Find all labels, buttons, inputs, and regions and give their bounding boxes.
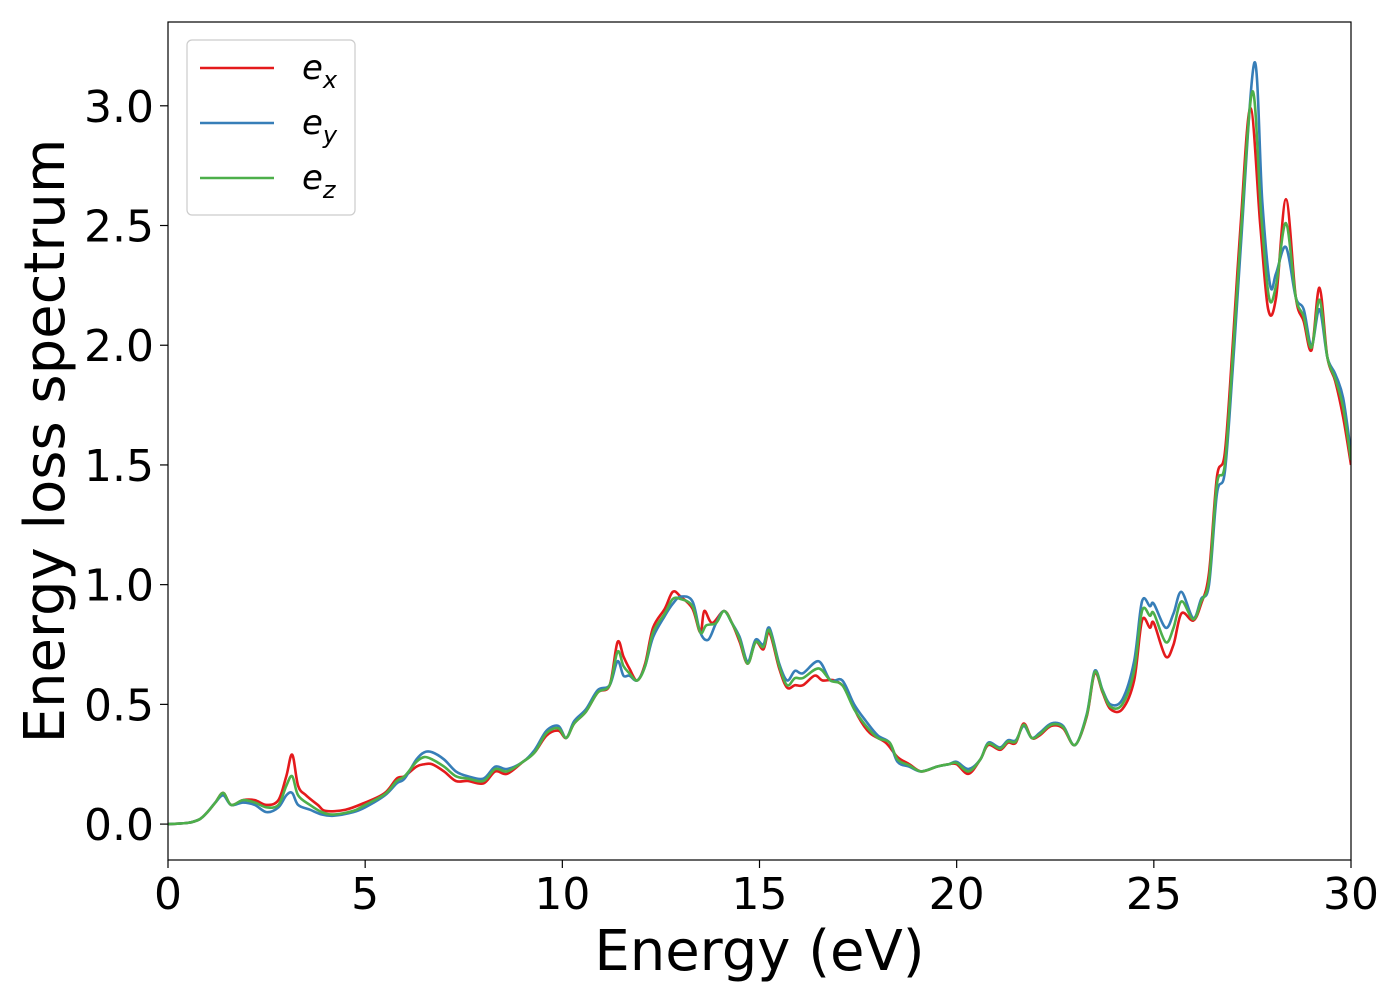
x-tick-label: 25 bbox=[1126, 869, 1182, 920]
series-layer bbox=[168, 61, 1351, 826]
y-tick-label: 0.5 bbox=[84, 680, 154, 731]
y-tick-label: 3.0 bbox=[84, 82, 154, 133]
x-tick-label: 15 bbox=[732, 869, 788, 920]
legend: ex ey ez bbox=[186, 39, 356, 216]
legend-label-ez: ez bbox=[302, 158, 337, 204]
x-tick-label: 5 bbox=[351, 869, 379, 920]
x-tick-label: 0 bbox=[154, 869, 182, 920]
x-axis-ticks: 0 5 10 15 20 25 30 bbox=[154, 860, 1379, 920]
series-line-ez bbox=[168, 90, 1351, 826]
y-axis-label: Energy loss spectrum bbox=[13, 139, 78, 744]
x-tick-label: 10 bbox=[534, 869, 590, 920]
y-tick-label: 1.5 bbox=[84, 441, 154, 492]
y-tick-label: 1.0 bbox=[84, 561, 154, 612]
legend-label-ey: ey bbox=[302, 103, 338, 149]
x-tick-label: 20 bbox=[929, 869, 985, 920]
x-axis-label: Energy (eV) bbox=[594, 919, 924, 984]
y-tick-label: 2.0 bbox=[84, 321, 154, 372]
legend-box bbox=[186, 39, 356, 216]
x-tick-label: 30 bbox=[1323, 869, 1379, 920]
y-tick-label: 0.0 bbox=[84, 800, 154, 851]
y-tick-label: 2.5 bbox=[84, 202, 154, 253]
legend-label-ex: ex bbox=[302, 48, 338, 94]
y-axis-ticks: 0.0 0.5 1.0 1.5 2.0 2.5 3.0 bbox=[84, 82, 168, 851]
